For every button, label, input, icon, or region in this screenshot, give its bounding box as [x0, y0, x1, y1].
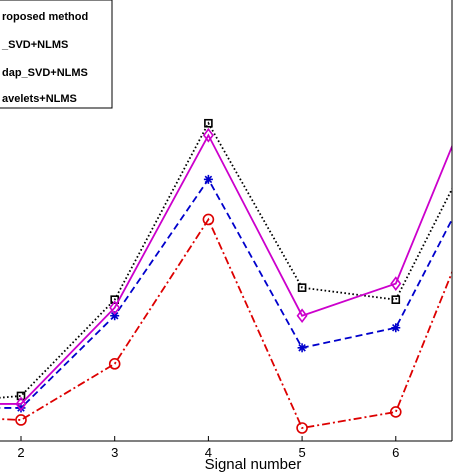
- data-point: [15, 396, 27, 412]
- data-point: [16, 391, 26, 401]
- data-point: [391, 323, 401, 333]
- legend-entry: roposed method: [2, 11, 88, 23]
- data-point: [15, 414, 27, 426]
- data-point: [296, 308, 308, 324]
- data-point: [389, 406, 402, 418]
- x-axis-title: Signal number: [205, 456, 302, 473]
- legend-entry: dap_SVD+NLMS: [2, 67, 88, 79]
- data-point: [390, 276, 402, 291]
- series-line: [0, 121, 452, 399]
- x-tick-label: 3: [111, 445, 118, 460]
- data-point: [296, 422, 308, 434]
- x-tick-label: 4: [205, 445, 212, 460]
- x-tick-label: 6: [392, 445, 399, 460]
- axis-layer: [0, 0, 453, 442]
- data-point: [297, 343, 307, 353]
- series-3: [0, 127, 452, 412]
- data-point: [297, 283, 307, 292]
- legend-entry: avelets+NLMS: [2, 93, 77, 105]
- data-point: [202, 213, 215, 226]
- x-tick-label: 5: [298, 445, 305, 460]
- x-ticks: 2 3 4 5 6: [17, 436, 399, 460]
- series-layer: [0, 118, 452, 434]
- x-tick-label: 2: [17, 445, 24, 460]
- data-point: [109, 300, 121, 316]
- data-point: [202, 127, 214, 143]
- data-point: [204, 118, 213, 128]
- series-line: [0, 133, 452, 405]
- data-point: [203, 174, 213, 184]
- legend-box: [0, 0, 113, 109]
- series-line: [0, 217, 452, 430]
- series-4: [0, 213, 452, 434]
- data-point: [391, 295, 401, 304]
- legend: roposed method _SVD+NLMS dap_SVD+NLMSavele…: [0, 0, 113, 109]
- legend-entry: _SVD+NLMS: [1, 39, 68, 51]
- data-point: [108, 358, 121, 370]
